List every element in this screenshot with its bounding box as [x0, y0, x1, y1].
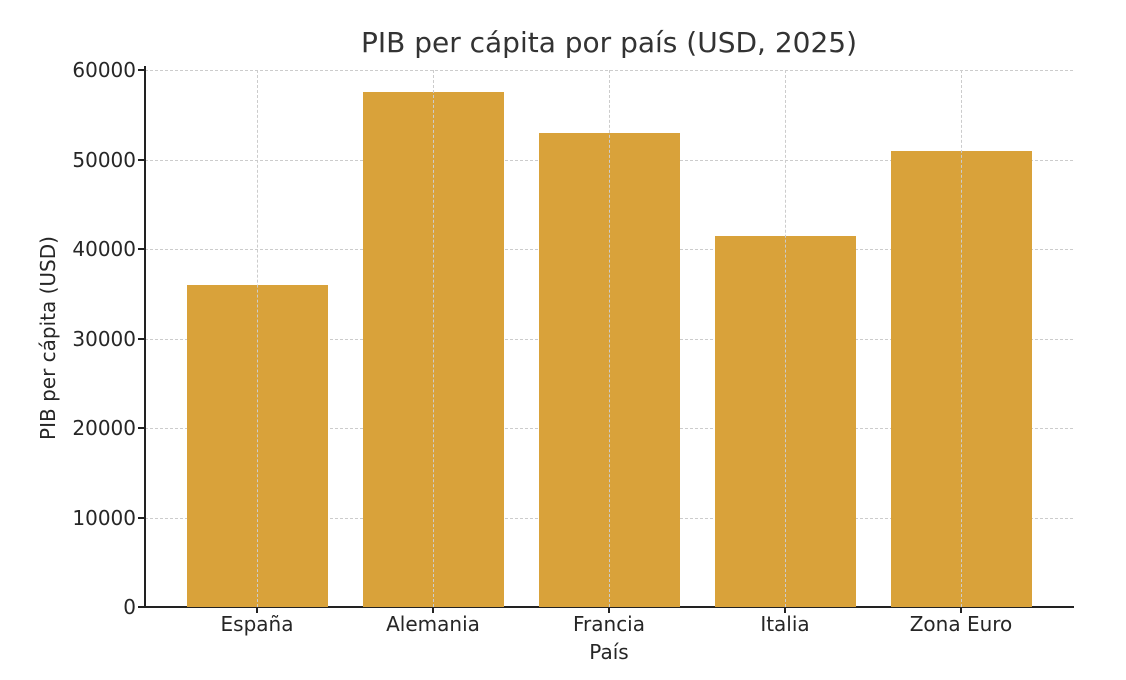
chart-title: PIB per cápita por país (USD, 2025): [360, 26, 858, 59]
v-gridline: [257, 70, 258, 607]
y-tick: [138, 69, 144, 71]
plot-area: [145, 70, 1073, 607]
y-tick: [138, 516, 144, 519]
y-tick-label: 20000: [72, 416, 136, 440]
x-tick: [256, 607, 258, 613]
x-tick: [608, 607, 610, 613]
y-tick: [138, 248, 144, 250]
y-tick: [138, 606, 144, 608]
v-gridline: [785, 70, 786, 607]
y-axis-line: [144, 66, 146, 608]
y-tick-label: 10000: [72, 505, 136, 530]
v-gridline: [433, 70, 434, 607]
x-tick-label: España: [220, 612, 294, 636]
v-gridline: [609, 70, 610, 607]
y-tick-label: 0: [123, 595, 136, 619]
y-tick: [138, 158, 144, 161]
y-axis-label: PIB per cápita (USD): [36, 236, 60, 440]
y-tick: [138, 337, 144, 340]
y-tick-label: 30000: [72, 326, 136, 351]
v-gridline: [961, 70, 962, 607]
x-tick: [432, 607, 434, 613]
x-axis-label: País: [589, 640, 629, 664]
x-tick-label: Francia: [572, 612, 645, 636]
y-tick: [138, 427, 144, 429]
x-tick-label: Zona Euro: [909, 612, 1013, 636]
x-tick-label: Italia: [760, 612, 810, 636]
y-tick-label: 50000: [72, 147, 136, 172]
x-tick-label: Alemania: [386, 612, 480, 636]
x-tick: [960, 607, 962, 613]
y-tick-label: 60000: [72, 58, 136, 82]
x-tick: [784, 607, 786, 613]
y-tick-label: 40000: [72, 237, 136, 261]
